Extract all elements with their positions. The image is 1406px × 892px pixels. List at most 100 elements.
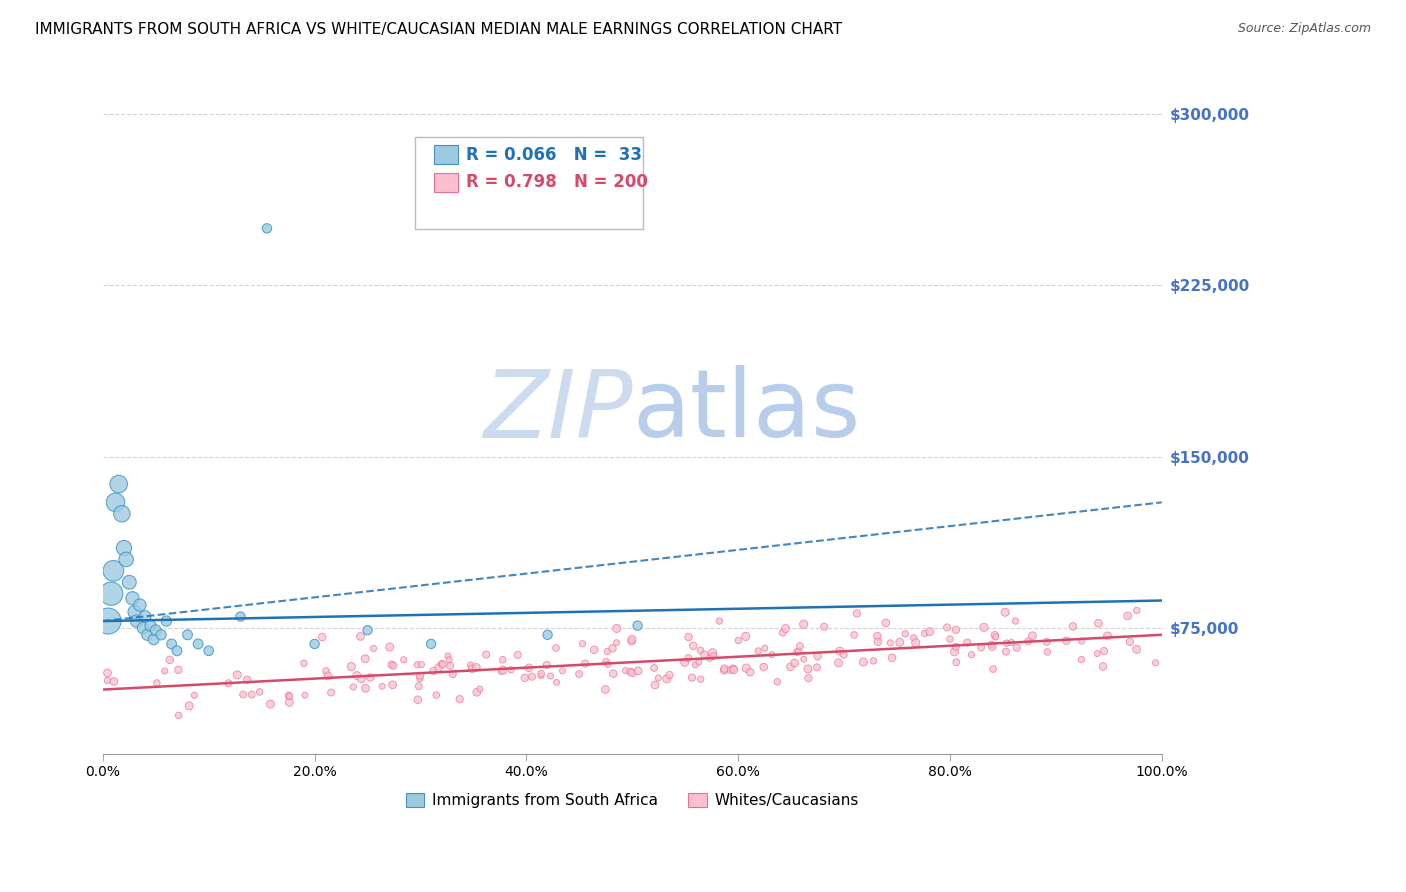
Point bbox=[406, 657, 429, 672]
Point bbox=[943, 645, 966, 659]
Point bbox=[571, 637, 593, 651]
Point bbox=[681, 671, 703, 685]
Point bbox=[866, 635, 889, 649]
Point bbox=[1125, 642, 1147, 657]
Point bbox=[956, 635, 979, 649]
Point bbox=[602, 641, 624, 656]
Point bbox=[1070, 634, 1092, 648]
Point bbox=[713, 663, 735, 677]
Point bbox=[879, 636, 901, 650]
Point bbox=[427, 660, 450, 674]
Point bbox=[311, 630, 333, 644]
Legend: Immigrants from South Africa, Whites/Caucasians: Immigrants from South Africa, Whites/Cau… bbox=[399, 787, 865, 814]
Point bbox=[439, 658, 461, 673]
Point bbox=[406, 692, 429, 706]
Point bbox=[880, 651, 903, 665]
Point bbox=[1092, 659, 1115, 673]
Point bbox=[772, 625, 794, 640]
Point bbox=[643, 661, 665, 675]
Point bbox=[673, 656, 696, 670]
Point bbox=[179, 698, 201, 713]
Point bbox=[627, 664, 650, 678]
Point bbox=[875, 615, 897, 630]
Point bbox=[546, 675, 568, 690]
Point bbox=[918, 624, 941, 639]
Point bbox=[889, 635, 911, 649]
Point bbox=[1036, 635, 1059, 649]
Point bbox=[232, 688, 254, 702]
Point bbox=[688, 655, 710, 669]
Point bbox=[626, 618, 648, 632]
Point bbox=[783, 656, 806, 670]
Point bbox=[342, 680, 364, 694]
Point bbox=[409, 672, 432, 686]
Point bbox=[689, 672, 711, 686]
Point bbox=[103, 674, 125, 689]
Point bbox=[197, 644, 219, 658]
Point bbox=[350, 672, 373, 686]
Point bbox=[153, 664, 176, 678]
Point bbox=[461, 662, 484, 676]
Point bbox=[606, 622, 628, 636]
Point bbox=[256, 221, 278, 235]
Bar bbox=[434, 173, 457, 192]
Point bbox=[167, 663, 190, 677]
Point bbox=[727, 633, 749, 648]
Point bbox=[970, 640, 993, 655]
Point bbox=[150, 628, 173, 642]
Point bbox=[371, 679, 394, 693]
Point bbox=[1116, 609, 1139, 624]
Point bbox=[96, 673, 118, 688]
Point bbox=[1119, 635, 1142, 649]
Point bbox=[96, 665, 118, 680]
Point bbox=[292, 656, 315, 670]
Point bbox=[536, 657, 558, 672]
Text: atlas: atlas bbox=[633, 365, 860, 457]
Point bbox=[894, 627, 917, 641]
Point bbox=[761, 648, 783, 662]
Point bbox=[465, 685, 488, 699]
Point bbox=[813, 620, 835, 634]
Point bbox=[363, 641, 385, 656]
Point bbox=[115, 552, 138, 566]
Point bbox=[583, 642, 606, 657]
Point bbox=[995, 636, 1018, 650]
Point bbox=[936, 620, 959, 634]
Point bbox=[132, 621, 155, 635]
Point bbox=[294, 688, 316, 702]
Point bbox=[981, 640, 1004, 654]
Point bbox=[112, 541, 135, 555]
Point bbox=[278, 690, 301, 704]
Point bbox=[167, 708, 190, 723]
Point bbox=[740, 665, 762, 680]
Text: R = 0.066   N =  33: R = 0.066 N = 33 bbox=[465, 145, 643, 164]
Point bbox=[747, 644, 769, 658]
Point bbox=[807, 649, 830, 664]
Point bbox=[844, 628, 866, 642]
Point bbox=[492, 653, 515, 667]
Point bbox=[354, 652, 377, 666]
Point bbox=[1144, 656, 1167, 670]
Point bbox=[142, 632, 165, 647]
Point bbox=[107, 477, 129, 491]
Point bbox=[489, 665, 512, 679]
Point bbox=[995, 645, 1018, 659]
Point bbox=[432, 657, 454, 672]
Point bbox=[994, 605, 1017, 619]
Point bbox=[441, 667, 464, 681]
Point bbox=[229, 609, 252, 624]
Point bbox=[1004, 614, 1026, 628]
Point bbox=[647, 671, 669, 685]
Point bbox=[702, 648, 724, 663]
Point bbox=[166, 644, 188, 658]
Point bbox=[437, 648, 460, 663]
Point bbox=[340, 659, 363, 673]
Point bbox=[236, 673, 259, 687]
Point bbox=[218, 676, 240, 690]
Point bbox=[713, 662, 735, 676]
Point bbox=[1005, 640, 1028, 655]
Point bbox=[536, 628, 558, 642]
Point bbox=[381, 678, 404, 692]
Point bbox=[381, 657, 404, 672]
Point bbox=[121, 591, 143, 606]
